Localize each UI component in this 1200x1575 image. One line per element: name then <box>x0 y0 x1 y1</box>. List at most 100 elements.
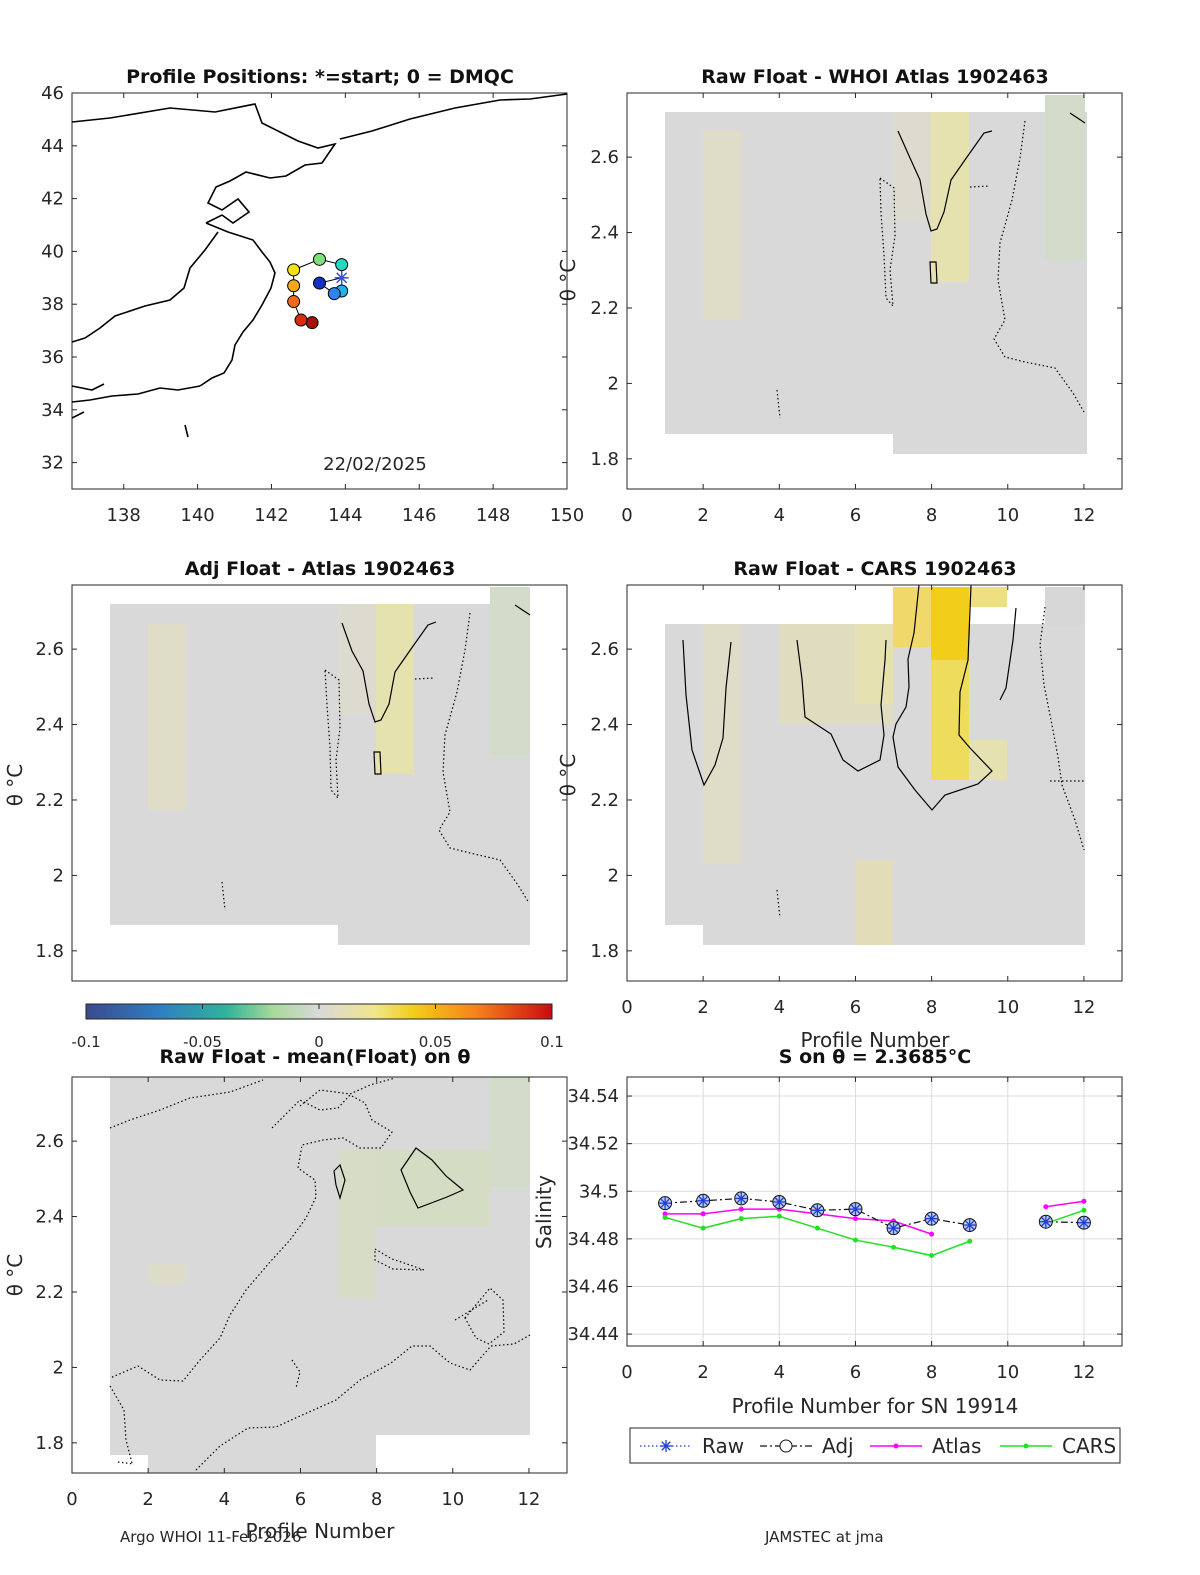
atlas-marker <box>700 1211 706 1217</box>
raw-whoi-ytick-label: 2.4 <box>590 223 619 244</box>
map-profile-point <box>335 258 349 272</box>
svg-text:θ °C: θ °C <box>556 754 580 797</box>
series-cars <box>662 1207 1087 1259</box>
adj-atlas-panel: Adj Float - Atlas 1902463 1.822.22.42.6 … <box>3 558 568 982</box>
colorbar: -0.1 -0.05 0 0.05 0.1 <box>71 1003 564 1051</box>
legend-label: CARS <box>1062 1434 1116 1458</box>
raw-mean-xtick-label: 12 <box>517 1489 540 1510</box>
raw-marker <box>963 1219 976 1232</box>
raw-whoi-xtick-label: 6 <box>850 505 861 526</box>
raw-marker <box>1039 1215 1052 1228</box>
atlas-marker <box>852 1216 858 1222</box>
raw-whoi-xtick-label: 4 <box>774 505 785 526</box>
series-atlas <box>662 1198 1087 1237</box>
sal-xtick-label: 12 <box>1072 1362 1095 1383</box>
cars-marker <box>662 1214 668 1220</box>
sal-xtick-label: 2 <box>697 1362 708 1383</box>
footer-left: Argo WHOI 11-Feb-2026 <box>120 1528 301 1546</box>
raw-whoi-panel: Raw Float - WHOI Atlas 1902463 0 2 4 6 8 10 12… <box>556 66 1123 526</box>
adj-atlas-title: Adj Float - Atlas 1902463 <box>185 558 456 580</box>
raw-whoi-xtick-label: 10 <box>996 505 1019 526</box>
raw-mean-xtick-label: 10 <box>441 1489 464 1510</box>
map-profile-point <box>327 287 341 301</box>
series-adj <box>658 1191 1091 1236</box>
map-start-marker <box>334 270 349 285</box>
map-ytick-label: 42 <box>41 189 64 210</box>
raw-whoi-axes <box>626 92 1123 490</box>
map-xtick-label: 138 <box>107 505 141 526</box>
atlas-marker <box>929 1231 935 1237</box>
raw-cars-ytick-label: 2.4 <box>590 715 619 736</box>
map-panel: Profile Positions: *=start; 0 = DMQC 22/… <box>41 66 584 526</box>
cars-marker <box>929 1253 935 1259</box>
raw-marker <box>887 1222 900 1235</box>
colorbar-tick-label: -0.05 <box>183 1033 222 1051</box>
cars-marker <box>967 1238 973 1244</box>
colorbar-tick-label: 0.05 <box>419 1033 452 1051</box>
raw-marker <box>773 1195 786 1208</box>
map-xtick-label: 146 <box>402 505 436 526</box>
adj-atlas-ytick-label: 2.4 <box>35 715 64 736</box>
raw-cars-xtick-label: 10 <box>996 997 1019 1018</box>
raw-mean-xtick-label: 6 <box>295 1489 306 1510</box>
sal-xtick-label: 0 <box>621 1362 632 1383</box>
raw-cars-title: Raw Float - CARS 1902463 <box>733 558 1016 580</box>
map-xtick-label: 150 <box>550 505 584 526</box>
legend-label: Atlas <box>932 1434 981 1458</box>
salinity-xlabel: Profile Number for SN 19914 <box>732 1394 1019 1418</box>
raw-cars-panel: Raw Float - CARS 1902463 0 2 4 6 8 10 12 1.8 2 2… <box>556 558 1123 1052</box>
sal-xtick-label: 10 <box>996 1362 1019 1383</box>
map-ytick-label: 40 <box>41 241 64 262</box>
salinity-ylabel: Salinity <box>532 1175 556 1249</box>
map-profile-point <box>313 276 326 290</box>
raw-marker <box>697 1194 710 1207</box>
cars-marker <box>776 1213 782 1219</box>
raw-cars-xtick-label: 12 <box>1072 997 1095 1018</box>
raw-mean-xlabel: Profile Number <box>246 1519 396 1543</box>
salinity-axes <box>626 1076 1123 1347</box>
raw-cars-ytick-label: 2 <box>608 865 619 886</box>
raw-marker <box>849 1203 862 1216</box>
raw-whoi-title: Raw Float - WHOI Atlas 1902463 <box>701 66 1048 88</box>
adj-atlas-ytick-label: 2.2 <box>35 790 64 811</box>
atlas-marker <box>1081 1198 1087 1204</box>
cars-marker <box>700 1225 706 1231</box>
raw-mean-xtick-label: 4 <box>219 1489 230 1510</box>
legend-label: Raw <box>702 1434 744 1458</box>
legend-label: Adj <box>822 1434 854 1458</box>
raw-marker <box>1077 1216 1090 1229</box>
map-ytick-label: 36 <box>41 347 64 368</box>
legend-item-atlas: Atlas <box>870 1434 981 1458</box>
raw-mean-ylabel: θ °C <box>3 1254 27 1297</box>
map-ytick-label: 38 <box>41 294 64 315</box>
raw-whoi-ytick-label: 2.2 <box>590 298 619 319</box>
raw-cars-ytick-label: 2.2 <box>590 790 619 811</box>
sal-ytick-label: 34.52 <box>567 1134 619 1155</box>
colorbar-tick-label: 0 <box>314 1033 324 1051</box>
raw-mean-ytick-label: 2.4 <box>35 1207 64 1228</box>
atlas-marker <box>738 1206 744 1212</box>
map-title: Profile Positions: *=start; 0 = DMQC <box>126 66 514 88</box>
colorbar-tick-label: -0.1 <box>71 1033 100 1051</box>
raw-mean-axes <box>71 1076 568 1474</box>
map-xtick-label: 144 <box>328 505 362 526</box>
raw-whoi-ytick-label: 2.6 <box>590 147 619 168</box>
map-profile-point <box>294 313 308 327</box>
sal-xtick-label: 6 <box>850 1362 861 1383</box>
sal-xtick-label: 8 <box>926 1362 937 1383</box>
salinity-panel: S on θ = 2.3685°C 0 2 4 6 8 10 12 34.44 34.46 34… <box>532 1046 1123 1464</box>
map-profile-point <box>287 263 301 277</box>
coastline <box>71 93 568 438</box>
raw-mean-xtick-label: 8 <box>371 1489 382 1510</box>
atlas-marker <box>1043 1204 1049 1210</box>
adj-atlas-ytick-label: 1.8 <box>35 941 64 962</box>
raw-cars-xtick-label: 0 <box>621 997 632 1018</box>
legend-item-cars: CARS <box>1000 1434 1116 1458</box>
colorbar-tick-label: 0.1 <box>540 1033 564 1051</box>
raw-mean-title: Raw Float - mean(Float) on θ <box>160 1046 471 1068</box>
svg-text:θ °C: θ °C <box>556 259 580 302</box>
raw-cars-axes <box>626 584 1123 982</box>
raw-whoi-ytick-label: 2 <box>608 373 619 394</box>
sal-ytick-label: 34.48 <box>567 1229 619 1250</box>
